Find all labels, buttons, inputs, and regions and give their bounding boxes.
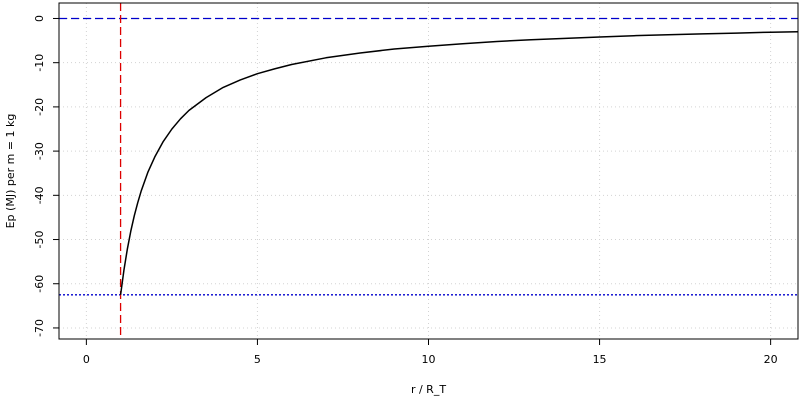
x-tick-label: 5 xyxy=(254,353,261,366)
reference-lines xyxy=(59,3,798,339)
y-tick-label: -50 xyxy=(33,231,46,249)
y-tick-label: 0 xyxy=(33,15,46,22)
grid-lines xyxy=(59,3,798,339)
x-tick-label: 15 xyxy=(593,353,607,366)
x-tick-label: 0 xyxy=(83,353,90,366)
y-tick-label: -20 xyxy=(33,98,46,116)
y-axis-label: Ep (MJ) per m = 1 kg xyxy=(4,114,17,229)
y-tick-label: -10 xyxy=(33,54,46,72)
y-tick-label: -60 xyxy=(33,275,46,293)
y-tick-label: -30 xyxy=(33,142,46,160)
y-tick-label: -70 xyxy=(33,319,46,337)
x-axis: 0 5 10 15 20 xyxy=(83,339,778,366)
x-tick-label: 20 xyxy=(764,353,778,366)
x-tick-label: 10 xyxy=(422,353,436,366)
x-axis-label: r / R_T xyxy=(411,383,446,396)
y-axis: 0 -10 -20 -30 -40 -50 -60 -70 xyxy=(33,15,59,337)
y-tick-label: -40 xyxy=(33,186,46,204)
series-group xyxy=(119,30,799,295)
series-line-0 xyxy=(119,30,799,295)
